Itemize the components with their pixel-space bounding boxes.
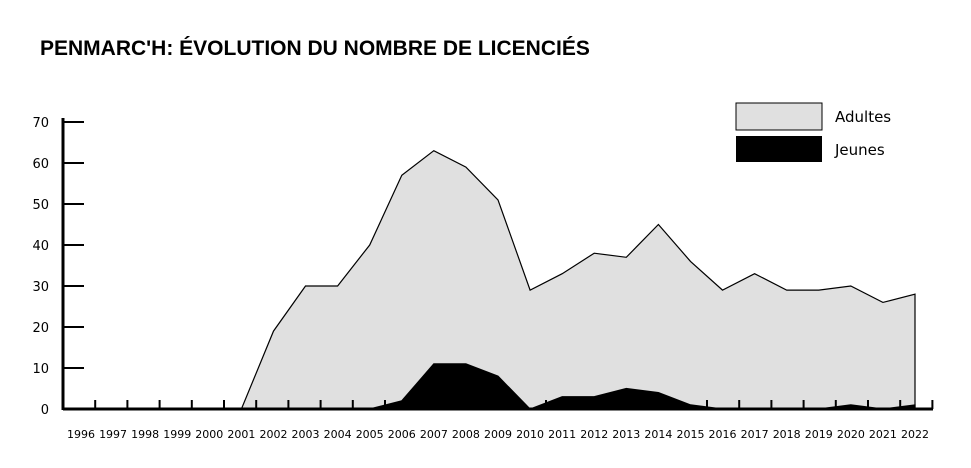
x-tick-label: 2008 [452, 428, 480, 441]
legend-swatch-adultes [735, 102, 823, 131]
x-tick-label: 2021 [869, 428, 897, 441]
x-tick-label: 2014 [644, 428, 672, 441]
legend-swatch-jeunes [736, 136, 822, 162]
area-adultes [240, 149, 916, 410]
x-tick-label: 2016 [709, 428, 737, 441]
x-tick-label: 2017 [741, 428, 769, 441]
chart-title: PENMARC'H: ÉVOLUTION DU NOMBRE DE LICENC… [40, 37, 590, 60]
x-tick-label: 2010 [516, 428, 544, 441]
x-tick-label: 2012 [580, 428, 608, 441]
x-tick-label: 2015 [676, 428, 704, 441]
y-tick-label: 50 [32, 198, 49, 213]
y-tick-label: 70 [32, 116, 49, 131]
y-ticks: 0 10 20 30 40 50 60 70 [32, 116, 84, 418]
x-tick-label: 2000 [195, 428, 223, 441]
y-tick-label: 10 [32, 362, 49, 377]
y-tick-label: 0 [41, 403, 49, 418]
x-tick-label: 2019 [805, 428, 833, 441]
legend: Adultes Jeunes [735, 102, 891, 162]
x-tick-label: 2011 [548, 428, 576, 441]
legend-label-jeunes: Jeunes [834, 141, 885, 159]
plot-areas [240, 149, 916, 410]
x-tick-label: 2013 [612, 428, 640, 441]
y-tick-label: 40 [32, 239, 49, 254]
x-tick-label: 1996 [67, 428, 95, 441]
x-tick-label: 2005 [356, 428, 384, 441]
x-tick-label: 2022 [901, 428, 929, 441]
x-tick-label: 2007 [420, 428, 448, 441]
y-tick-label: 20 [32, 321, 49, 336]
y-tick-label: 60 [32, 157, 49, 172]
x-tick-label: 2018 [773, 428, 801, 441]
x-tick-label: 2020 [837, 428, 865, 441]
x-tick-label: 2003 [292, 428, 320, 441]
axes [61, 118, 933, 411]
x-tick-label: 2006 [388, 428, 416, 441]
x-tick-label: 2001 [227, 428, 255, 441]
x-tick-label: 2009 [484, 428, 512, 441]
y-tick-label: 30 [32, 280, 49, 295]
x-tick-label: 2004 [324, 428, 352, 441]
x-ticks: 1996 1997 1998 1999 2000 2001 2002 2003 2004 2005… [67, 400, 934, 441]
x-tick-label: 2002 [259, 428, 287, 441]
x-tick-label: 1997 [99, 428, 127, 441]
x-tick-label: 1998 [131, 428, 159, 441]
x-tick-label: 1999 [163, 428, 191, 441]
legend-label-adultes: Adultes [835, 108, 891, 126]
